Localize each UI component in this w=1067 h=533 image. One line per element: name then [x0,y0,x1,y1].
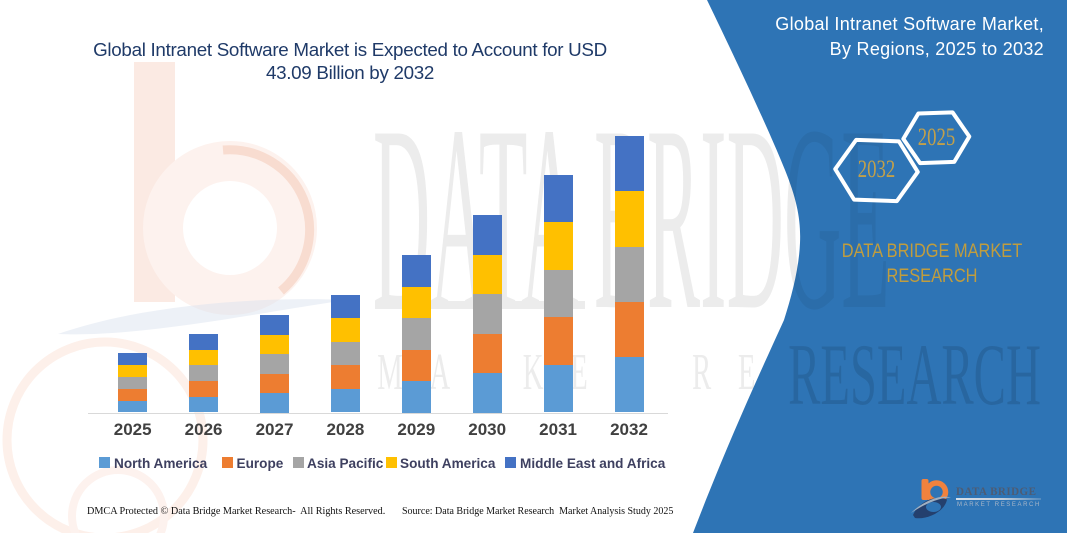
svg-text:RESEARCH: RESEARCH [788,327,1041,424]
